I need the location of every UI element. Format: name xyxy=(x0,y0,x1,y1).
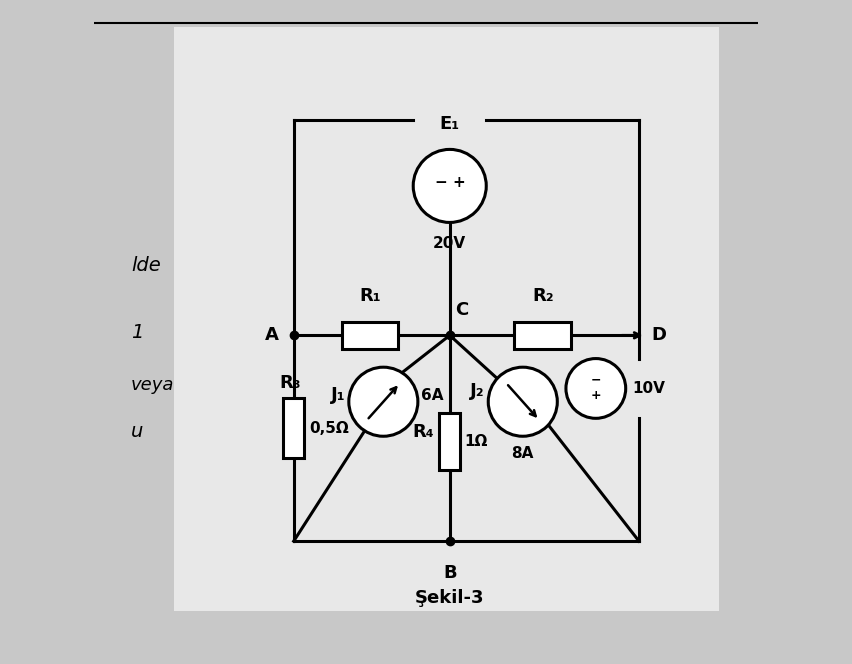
Text: A: A xyxy=(265,326,279,345)
Text: 6A: 6A xyxy=(421,388,443,402)
Text: J₂: J₂ xyxy=(469,382,485,400)
Text: J₁: J₁ xyxy=(331,386,345,404)
Text: C: C xyxy=(454,301,468,319)
Text: 20V: 20V xyxy=(433,236,466,251)
Text: lde: lde xyxy=(131,256,160,275)
Circle shape xyxy=(487,367,556,436)
Text: veya: veya xyxy=(131,376,174,394)
Text: 8A: 8A xyxy=(511,446,533,461)
Text: 0,5Ω: 0,5Ω xyxy=(309,421,349,436)
Text: u: u xyxy=(131,422,143,441)
Bar xyxy=(283,398,304,458)
Text: E₂: E₂ xyxy=(537,379,556,398)
Text: 1: 1 xyxy=(131,323,143,341)
Bar xyxy=(439,413,460,470)
Text: +: + xyxy=(590,388,601,402)
Text: R₃: R₃ xyxy=(279,374,301,392)
Bar xyxy=(514,322,570,349)
Circle shape xyxy=(412,149,486,222)
Text: R₄: R₄ xyxy=(412,422,434,441)
Text: 1Ω: 1Ω xyxy=(463,434,487,449)
Text: +: + xyxy=(452,175,465,190)
Text: −: − xyxy=(434,175,446,190)
Circle shape xyxy=(348,367,417,436)
Text: B: B xyxy=(442,564,456,582)
Text: D: D xyxy=(650,326,665,345)
Text: R₂: R₂ xyxy=(532,288,553,305)
Text: 10V: 10V xyxy=(631,381,665,396)
Bar xyxy=(342,322,398,349)
Bar xyxy=(174,27,718,611)
Text: −: − xyxy=(590,374,601,387)
Text: Şekil-3: Şekil-3 xyxy=(415,588,484,607)
Text: R₁: R₁ xyxy=(359,288,381,305)
Text: E₁: E₁ xyxy=(439,115,459,133)
Circle shape xyxy=(565,359,625,418)
